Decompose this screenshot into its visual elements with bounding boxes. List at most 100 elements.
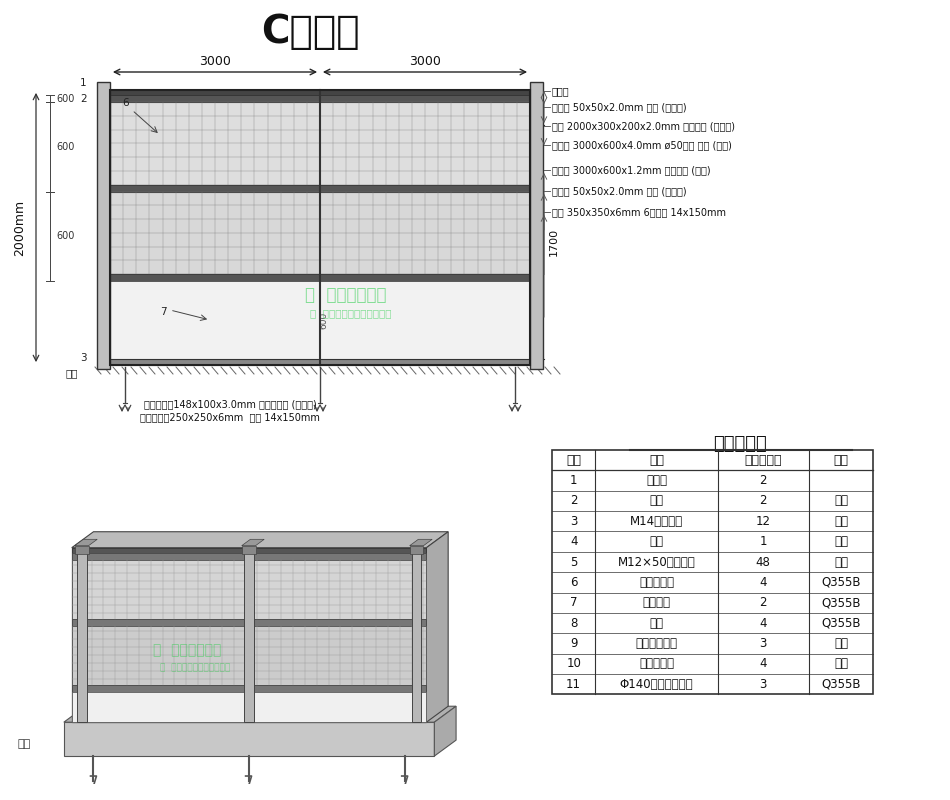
Text: 2: 2 (570, 494, 578, 507)
Bar (110, 102, 530, 185)
Bar (72, 553, 427, 560)
Text: 暗柱底板：250x250x6mm  拉爆 14x150mm: 暗柱底板：250x250x6mm 拉爆 14x150mm (140, 412, 320, 422)
Text: 横梁: 横梁 (650, 617, 663, 630)
Bar (72, 618, 427, 626)
Bar (110, 281, 530, 359)
Text: 名称: 名称 (649, 454, 664, 466)
Text: 1: 1 (80, 78, 86, 88)
Text: 3000: 3000 (409, 55, 441, 68)
Bar (409, 546, 424, 554)
Text: 设  新型装配式围挡厂家直销: 设 新型装配式围挡厂家直销 (310, 308, 391, 318)
Text: 地面: 地面 (66, 368, 79, 378)
Text: 8: 8 (570, 617, 578, 630)
Bar (411, 548, 422, 722)
Text: 5: 5 (570, 555, 578, 569)
Text: 600: 600 (56, 94, 74, 103)
Text: 明柱: 明柱 (650, 494, 663, 507)
Text: 9: 9 (570, 637, 578, 650)
Polygon shape (72, 532, 448, 548)
Text: 地面: 地面 (17, 739, 30, 749)
Text: 3: 3 (570, 514, 578, 528)
Bar (72, 548, 427, 553)
Bar (110, 90, 530, 365)
Text: 上墙板 3000x600x4.0mm ø50网孔 铁网 (白色): 上墙板 3000x600x4.0mm ø50网孔 铁网 (白色) (552, 140, 732, 150)
Bar (72, 548, 427, 722)
Bar (110, 185, 530, 191)
Bar (72, 692, 427, 722)
Text: 钢丝网挡板: 钢丝网挡板 (639, 576, 674, 589)
Text: 成品帽: 成品帽 (552, 86, 570, 96)
Text: 1: 1 (570, 474, 578, 487)
Text: M12×50螺栓组件: M12×50螺栓组件 (618, 555, 695, 569)
Text: 3: 3 (760, 637, 767, 650)
Text: 48: 48 (756, 555, 770, 569)
Text: 4: 4 (760, 617, 767, 630)
Text: 零件明细表: 零件明细表 (713, 435, 768, 453)
Text: 4: 4 (570, 535, 578, 548)
Text: 2: 2 (760, 494, 767, 507)
Text: 4: 4 (760, 658, 767, 670)
Text: 3: 3 (760, 678, 767, 690)
Text: C型围挡: C型围挡 (260, 13, 359, 51)
Bar (243, 548, 254, 722)
Text: 10: 10 (566, 658, 581, 670)
Text: Φ140地锚钢管组件: Φ140地锚钢管组件 (619, 678, 694, 690)
Text: 组件: 组件 (834, 637, 848, 650)
Polygon shape (64, 706, 456, 722)
Text: Q355B: Q355B (821, 576, 861, 589)
Text: 600: 600 (56, 231, 74, 242)
Text: 12: 12 (756, 514, 770, 528)
Text: 组件: 组件 (834, 514, 848, 528)
Text: 7: 7 (160, 307, 166, 317)
Text: 混凝土压块: 混凝土压块 (639, 658, 674, 670)
Bar (110, 95, 530, 102)
Text: 2: 2 (80, 94, 86, 103)
Text: 底板 350x350x6mm 6个拉爆 14x150mm: 底板 350x350x6mm 6个拉爆 14x150mm (552, 207, 726, 217)
Text: 600: 600 (319, 311, 329, 329)
Text: 下墙板 3000x600x1.2mm 烤漆钢板 (白色): 下墙板 3000x600x1.2mm 烤漆钢板 (白色) (552, 165, 711, 175)
Text: 组件: 组件 (834, 555, 848, 569)
Polygon shape (409, 539, 432, 546)
Text: 通  深圳大通建设: 通 深圳大通建设 (305, 286, 387, 304)
Text: 3: 3 (80, 353, 86, 363)
Bar (72, 560, 427, 618)
Text: 2: 2 (760, 596, 767, 610)
Text: 设  新型装配式围挡厂家直销: 设 新型装配式围挡厂家直销 (160, 663, 230, 672)
Text: Q355B: Q355B (821, 617, 861, 630)
Text: 600: 600 (56, 142, 74, 152)
Polygon shape (427, 532, 448, 722)
Text: 上横梁 50x50x2.0mm 方通 (深灰色): 上横梁 50x50x2.0mm 方通 (深灰色) (552, 102, 687, 112)
Text: 7: 7 (570, 596, 578, 610)
Text: 下横梁 50x50x2.0mm 方通 (深灰色): 下横梁 50x50x2.0mm 方通 (深灰色) (552, 186, 687, 196)
Text: 中间暗柱：148x100x3.0mm 焊接工字钢 (深灰色): 中间暗柱：148x100x3.0mm 焊接工字钢 (深灰色) (143, 399, 316, 409)
Text: 11: 11 (566, 678, 581, 690)
Text: 组件: 组件 (834, 535, 848, 548)
Text: 通  深圳大通建设: 通 深圳大通建设 (153, 643, 221, 658)
Text: Q355B: Q355B (821, 596, 861, 610)
Text: 材料: 材料 (833, 454, 848, 466)
Bar (530, 82, 543, 369)
Polygon shape (241, 539, 264, 546)
Text: 4: 4 (760, 576, 767, 589)
Text: 单节段数量: 单节段数量 (745, 454, 782, 466)
Text: 6: 6 (122, 98, 128, 108)
Bar (98, 359, 542, 365)
Polygon shape (64, 722, 434, 756)
Bar (72, 685, 427, 692)
Text: 暗柱: 暗柱 (650, 535, 663, 548)
Bar (552, 450, 873, 694)
Text: 1: 1 (760, 535, 767, 548)
Text: 立柱 2000x300x200x2.0mm 矩形方钢 (深灰色): 立柱 2000x300x200x2.0mm 矩形方钢 (深灰色) (552, 121, 735, 131)
Text: 6: 6 (570, 576, 578, 589)
Text: 3000: 3000 (200, 55, 231, 68)
Bar (72, 626, 427, 685)
Text: Q355B: Q355B (821, 678, 861, 690)
Polygon shape (434, 706, 456, 756)
Text: 2: 2 (760, 474, 767, 487)
Polygon shape (75, 539, 97, 546)
Text: 序号: 序号 (566, 454, 581, 466)
Text: 预制钢板: 预制钢板 (642, 596, 671, 610)
Text: M14螺栓组件: M14螺栓组件 (630, 514, 683, 528)
Bar (77, 548, 86, 722)
Bar (110, 90, 530, 95)
